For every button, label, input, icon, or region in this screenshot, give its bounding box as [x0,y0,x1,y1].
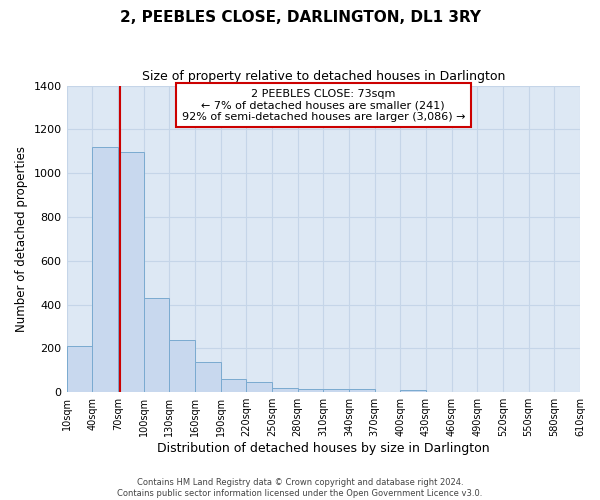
Bar [143,298,169,392]
Bar [221,379,246,392]
Bar [246,382,272,392]
Bar [298,389,323,392]
Title: Size of property relative to detached houses in Darlington: Size of property relative to detached ho… [142,70,505,83]
Bar [195,362,221,392]
Bar [323,389,349,392]
Bar [67,346,92,392]
Text: Contains HM Land Registry data © Crown copyright and database right 2024.
Contai: Contains HM Land Registry data © Crown c… [118,478,482,498]
Bar [400,390,426,392]
Y-axis label: Number of detached properties: Number of detached properties [15,146,28,332]
Bar [92,147,118,392]
Bar [169,340,195,392]
Text: 2 PEEBLES CLOSE: 73sqm
← 7% of detached houses are smaller (241)
92% of semi-det: 2 PEEBLES CLOSE: 73sqm ← 7% of detached … [182,88,465,122]
Text: 2, PEEBLES CLOSE, DARLINGTON, DL1 3RY: 2, PEEBLES CLOSE, DARLINGTON, DL1 3RY [119,10,481,25]
Bar [118,152,143,392]
Bar [349,389,374,392]
Bar [272,388,298,392]
X-axis label: Distribution of detached houses by size in Darlington: Distribution of detached houses by size … [157,442,490,455]
